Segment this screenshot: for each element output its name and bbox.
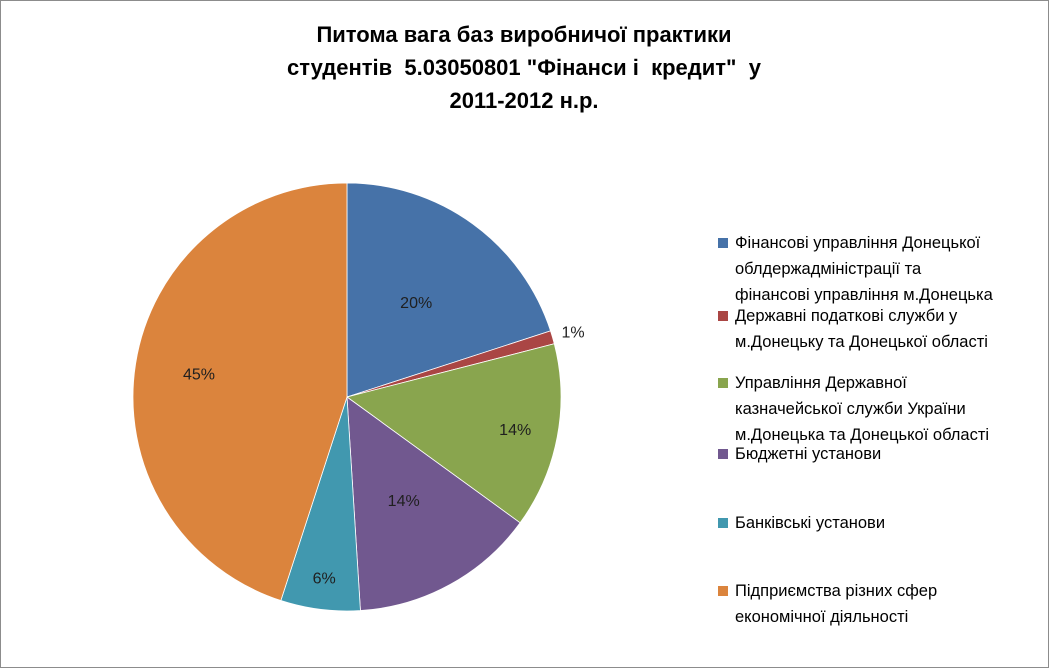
legend-label-1-line-1: Фінансові управління Донецької [735, 234, 981, 252]
legend-label-3-line-1: Управління Державної [735, 374, 907, 392]
legend-item-3: Управління Державної казначейської служби… [718, 370, 1043, 448]
chart-title-line-2: студентів 5.03050801 "Фінанси і кредит" … [287, 55, 761, 80]
legend-label-2-line-1: Державні податкові служби у [735, 307, 958, 325]
chart-title-line-1: Питома вага баз виробничої практики [316, 22, 732, 47]
legend-label-5-line-1: Банківські установи [735, 514, 886, 532]
legend-item-5: Банківські установи [718, 510, 1043, 536]
chart-legend: Фінансові управління Донецької облдержадм… [718, 0, 1048, 668]
legend-label-6-line-1: Підприємства різних сфер [735, 582, 938, 600]
data-label-4: 14% [388, 493, 420, 510]
legend-swatch-1 [718, 238, 728, 248]
legend-swatch-3 [718, 378, 728, 388]
data-label-5: 6% [313, 571, 336, 588]
pie-slice-6 [132, 182, 348, 602]
legend-label-1-line-3: фінансові управління м.Донецька [735, 286, 993, 304]
pie-slice-4 [346, 396, 521, 612]
data-label-1: 20% [400, 295, 432, 312]
pie-slice-3 [346, 343, 562, 524]
legend-swatch-2 [718, 311, 728, 321]
chart-title: Питома вага баз виробничої практики студ… [160, 18, 888, 117]
legend-label-3-line-2: казначейської служби України [735, 400, 966, 418]
data-label-2: 1% [562, 324, 585, 341]
legend-swatch-6 [718, 586, 728, 596]
chart-title-line-3: 2011-2012 н.р. [449, 88, 599, 113]
legend-label-6-line-2: економічної діяльності [735, 608, 909, 626]
pie-slice-1 [346, 182, 552, 398]
legend-label-4-line-1: Бюджетні установи [735, 445, 882, 463]
legend-label-3-line-3: м.Донецька та Донецької області [735, 426, 990, 444]
data-label-6: 45% [183, 367, 215, 384]
data-label-3: 14% [499, 422, 531, 439]
legend-item-4: Бюджетні установи [718, 441, 1043, 467]
legend-item-6: Підприємства різних сфер економічної діял… [718, 578, 1043, 630]
legend-swatch-4 [718, 449, 728, 459]
legend-label-1-line-2: облдержадміністрації та [735, 260, 922, 278]
legend-swatch-5 [718, 518, 728, 528]
legend-label-2-line-2: м.Донецьку та Донецької області [735, 333, 988, 351]
legend-item-1: Фінансові управління Донецької облдержадм… [718, 230, 1043, 308]
legend-item-2: Державні податкові служби у м.Донецьку та… [718, 303, 1043, 355]
